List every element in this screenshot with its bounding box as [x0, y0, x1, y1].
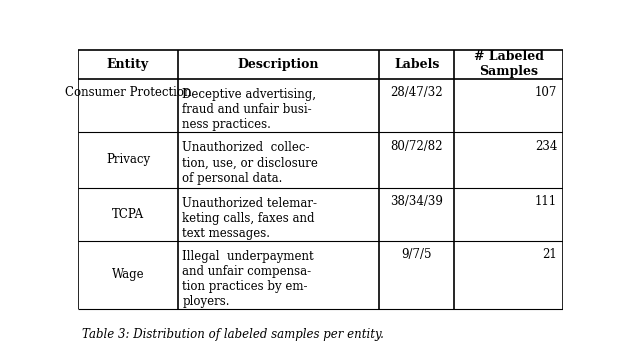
Text: 21: 21: [543, 248, 557, 261]
Text: Privacy: Privacy: [106, 154, 150, 166]
Text: Consumer Protection: Consumer Protection: [64, 87, 191, 99]
Text: keting calls, faxes and: keting calls, faxes and: [182, 212, 315, 225]
Text: 111: 111: [535, 195, 557, 208]
Text: text messages.: text messages.: [182, 227, 270, 240]
Text: of personal data.: of personal data.: [182, 171, 283, 185]
Text: ness practices.: ness practices.: [182, 118, 271, 131]
Text: 234: 234: [535, 139, 557, 153]
Text: Labels: Labels: [394, 58, 439, 71]
Text: Deceptive advertising,: Deceptive advertising,: [182, 88, 316, 101]
Text: # Labeled
Samples: # Labeled Samples: [474, 51, 544, 79]
Text: Entity: Entity: [107, 58, 149, 71]
Text: Wage: Wage: [111, 268, 144, 281]
Text: 9/7/5: 9/7/5: [401, 248, 432, 261]
Text: ployers.: ployers.: [182, 295, 230, 308]
Text: 107: 107: [535, 87, 557, 99]
Text: Table 3: Distribution of labeled samples per entity.: Table 3: Distribution of labeled samples…: [82, 328, 384, 341]
Text: tion practices by em-: tion practices by em-: [182, 280, 308, 293]
Text: Description: Description: [238, 58, 319, 71]
Text: 80/72/82: 80/72/82: [391, 139, 443, 153]
Text: Unauthorized telemar-: Unauthorized telemar-: [182, 197, 317, 210]
Text: Illegal  underpayment: Illegal underpayment: [182, 250, 314, 263]
Text: Unauthorized  collec-: Unauthorized collec-: [182, 142, 310, 154]
Text: fraud and unfair busi-: fraud and unfair busi-: [182, 103, 312, 116]
Text: TCPA: TCPA: [112, 208, 144, 221]
Text: 38/34/39: 38/34/39: [390, 195, 443, 208]
Text: 28/47/32: 28/47/32: [391, 87, 443, 99]
Text: and unfair compensa-: and unfair compensa-: [182, 265, 312, 278]
Text: tion, use, or disclosure: tion, use, or disclosure: [182, 157, 318, 170]
